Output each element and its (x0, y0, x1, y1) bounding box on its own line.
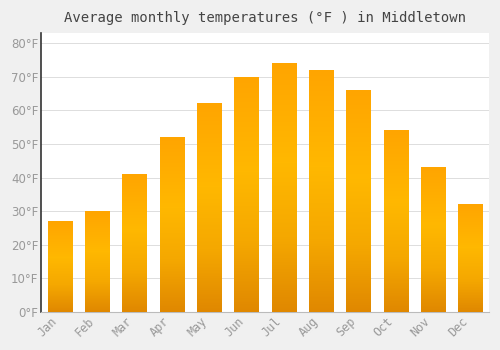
Title: Average monthly temperatures (°F ) in Middletown: Average monthly temperatures (°F ) in Mi… (64, 11, 466, 25)
